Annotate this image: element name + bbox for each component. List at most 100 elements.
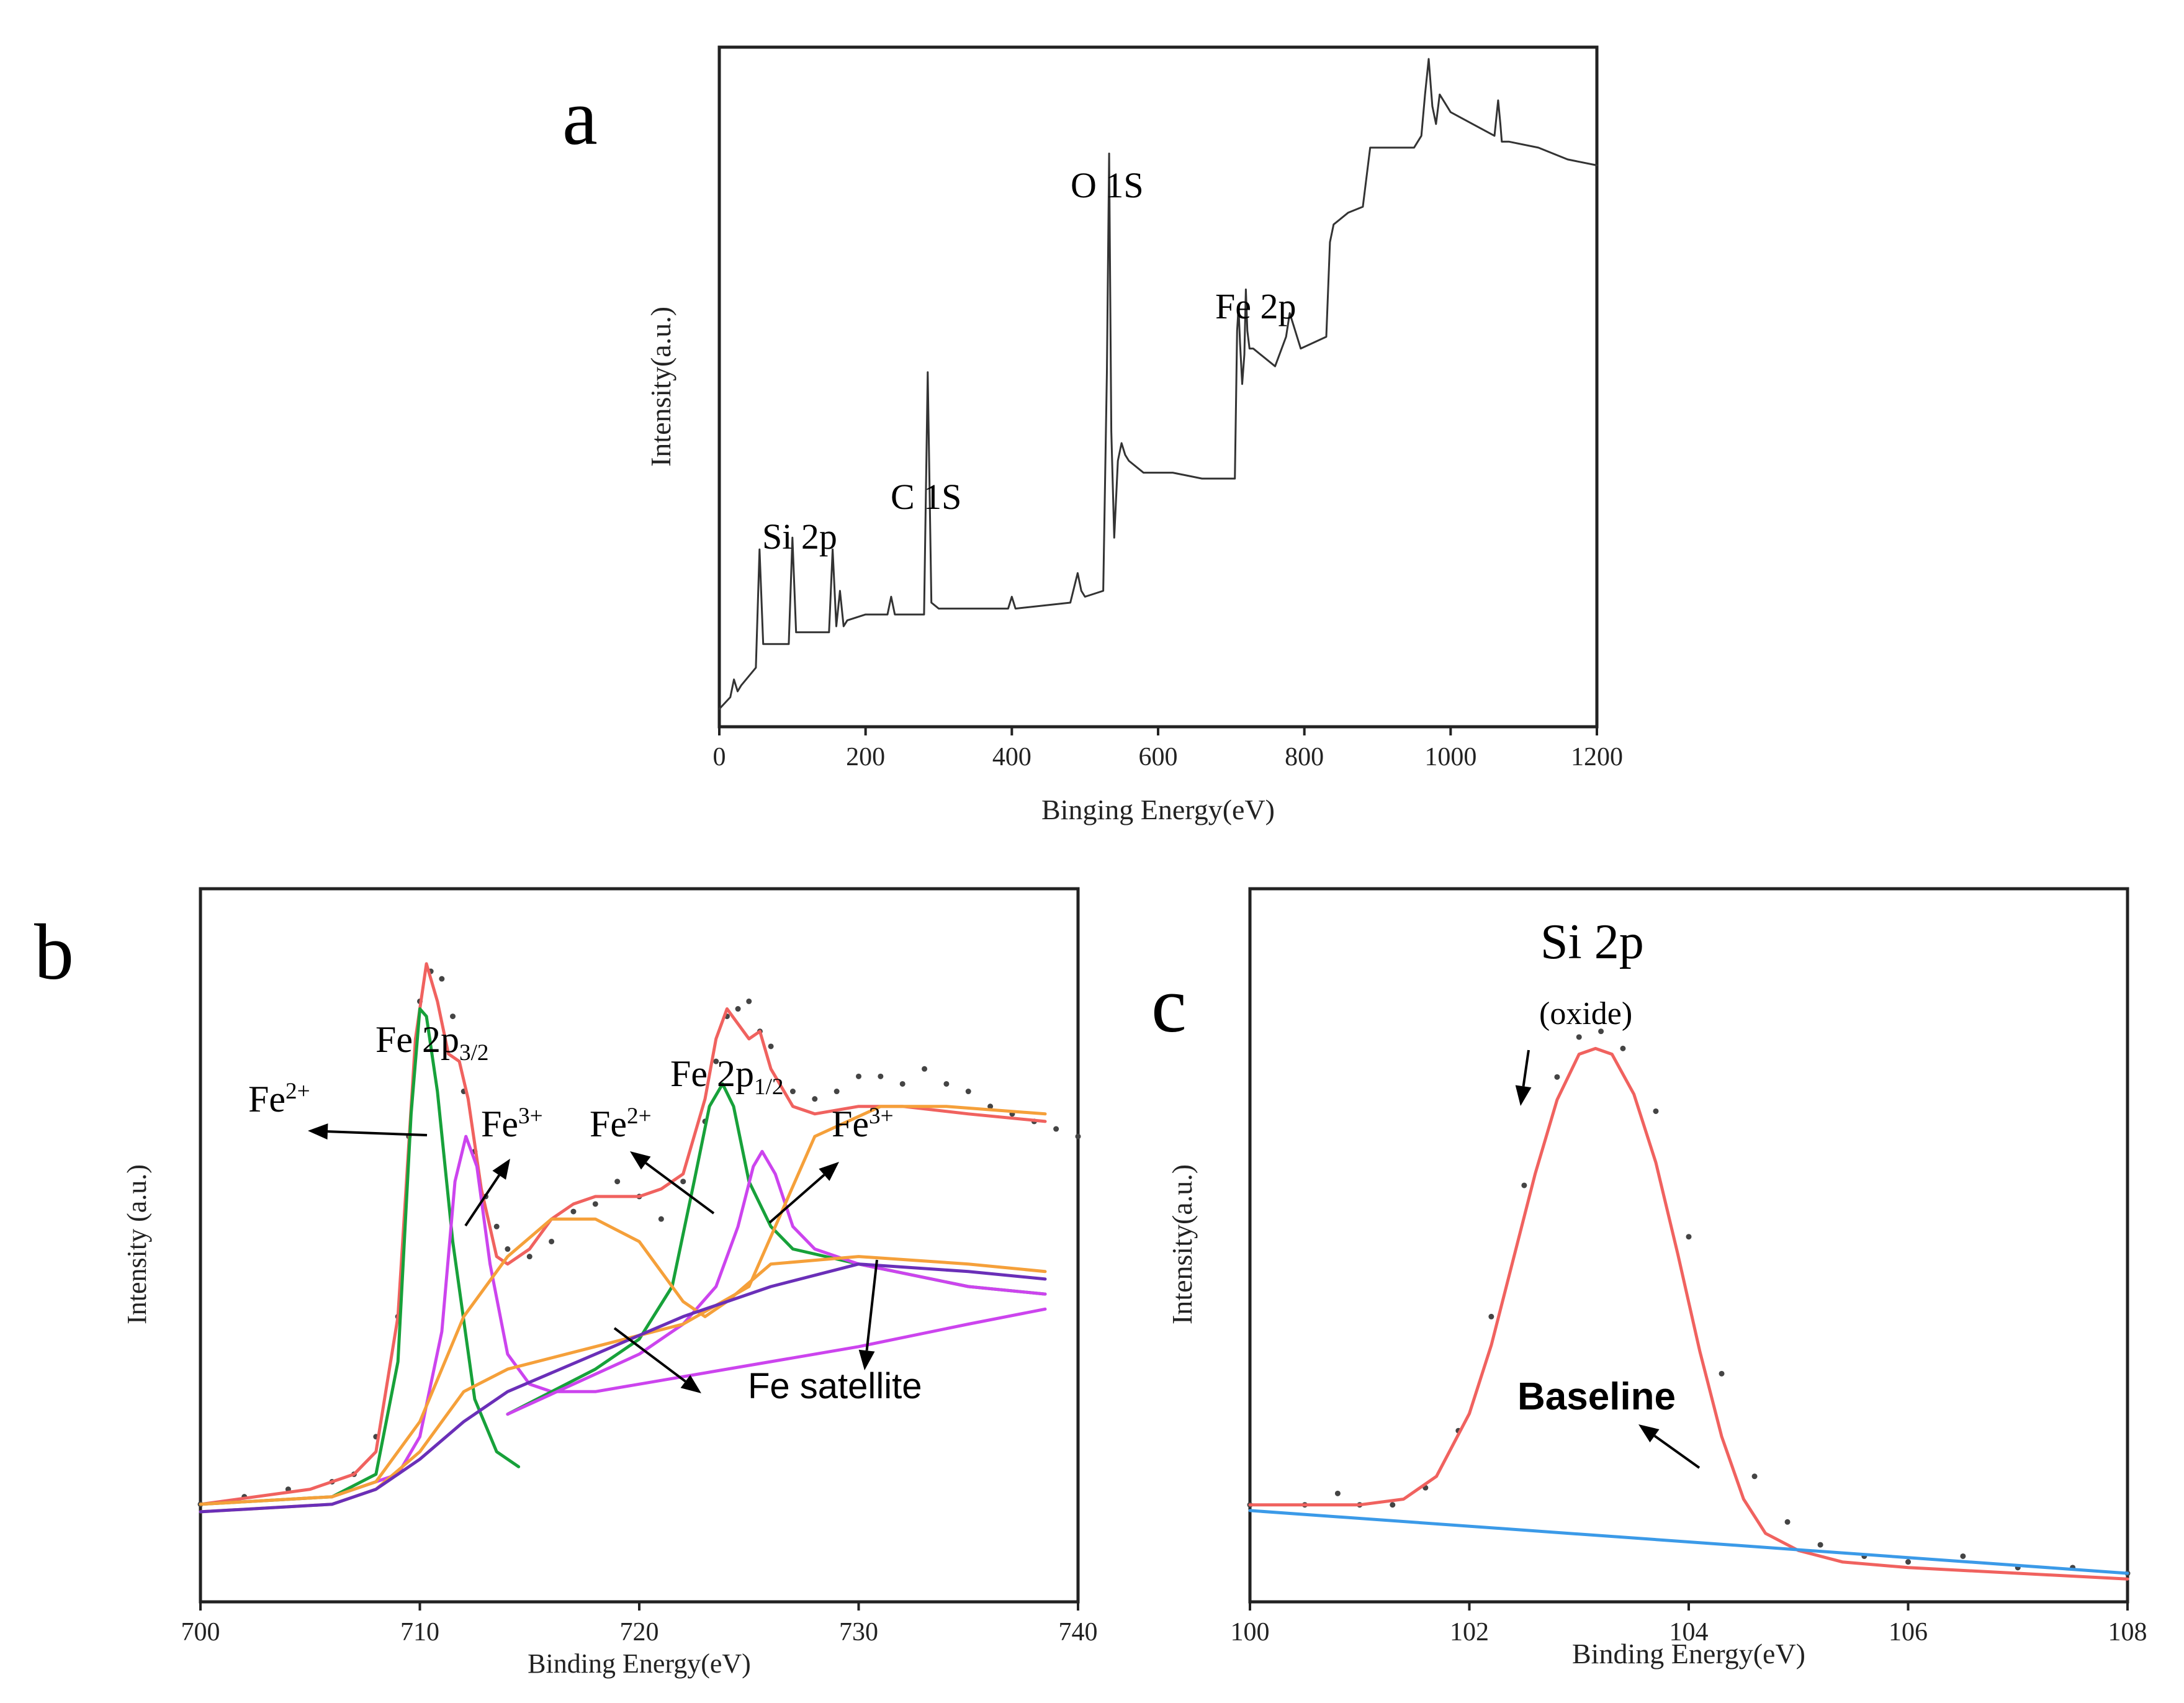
panel-label-a: a	[562, 73, 598, 161]
x-tick-label: 730	[839, 1618, 878, 1647]
panel-a: 0 200 400 600 800 1000 1200 Binging Energy(eV) I…	[645, 45, 1623, 825]
data-point	[680, 1179, 686, 1185]
peak-label-fe3-left-base: Fe	[481, 1103, 518, 1144]
x-tick-label: 600	[1139, 743, 1178, 771]
peak-label-fe3-right: Fe3+	[832, 1105, 894, 1143]
data-point	[526, 1254, 533, 1260]
data-point	[1053, 1126, 1059, 1132]
peak-label-fe3-right-base: Fe	[832, 1103, 869, 1144]
data-point	[987, 1103, 994, 1110]
data-point	[505, 1246, 511, 1252]
data-point	[450, 1013, 456, 1020]
data-point	[549, 1238, 555, 1244]
peak-label-fe2-left-base: Fe	[248, 1079, 285, 1120]
peak-label-fe-2p32-base: Fe 2p	[375, 1019, 459, 1060]
data-point	[570, 1208, 577, 1215]
peak-label-fe3-left: Fe3+	[481, 1105, 543, 1143]
x-tick-label: 200	[846, 743, 885, 771]
data-point	[856, 1073, 861, 1079]
arrow-fe2-right	[630, 1151, 715, 1215]
data-point	[834, 1089, 840, 1095]
data-point	[592, 1201, 598, 1207]
data-point	[943, 1081, 950, 1087]
series-group	[197, 962, 1081, 1514]
data-point	[1488, 1313, 1494, 1319]
arrow-fe3-left	[464, 1159, 510, 1227]
x-tick-label: 710	[400, 1618, 439, 1647]
arrow-fe-satellite-b	[858, 1259, 878, 1370]
peak-label-fe2-left-sup: 2+	[285, 1079, 310, 1104]
peak-label-si-2p: Si 2p	[762, 516, 837, 557]
y-axis-label: Intensity (a.u.)	[122, 1164, 152, 1324]
peak-label-fe2-left: Fe2+	[248, 1080, 310, 1118]
x-tick-label: 740	[1059, 1618, 1098, 1647]
panel-c: 100 102 104 106 108 Binding Energy(eV) Intensi…	[1166, 887, 2147, 1669]
peak-label-fe2-right-sup: 2+	[627, 1103, 652, 1129]
data-point	[1576, 1034, 1582, 1040]
peak-label-fe3-left-sup: 3+	[518, 1103, 543, 1129]
data-point	[1075, 1133, 1081, 1139]
x-tick-label: 400	[992, 743, 1031, 771]
peak-label-fe-2p: Fe 2p	[1215, 286, 1296, 326]
peak-label-fe2-right-base: Fe	[590, 1103, 627, 1144]
peak-label-oxide: (oxide)	[1539, 996, 1633, 1031]
data-point	[746, 998, 752, 1004]
peak-label-fe-2p32-sub: 3/2	[459, 1040, 489, 1066]
x-tick-label: 1200	[1571, 743, 1623, 771]
panel-b: 700 710 720 730 740 Binding Energy(eV) Intensi…	[122, 887, 1098, 1679]
x-tick-label: 102	[1450, 1618, 1489, 1647]
x-tick-label: 800	[1285, 743, 1324, 771]
peak-label-fe-2p12-base: Fe 2p	[670, 1053, 754, 1094]
data-point	[614, 1179, 621, 1185]
x-tick-label: 720	[620, 1618, 659, 1647]
x-tick-label: 1000	[1424, 743, 1476, 771]
series-background	[199, 1262, 1047, 1514]
peak-label-fe-2p12-sub: 1/2	[754, 1074, 784, 1100]
data-point	[493, 1223, 500, 1229]
peak-label-fe2-right: Fe2+	[590, 1105, 652, 1143]
data-point	[439, 976, 445, 982]
data-point	[789, 1089, 796, 1095]
x-tick-label: 106	[1889, 1618, 1928, 1647]
series-satellite-1	[199, 1217, 1047, 1506]
peak-label-fe3-right-sup: 3+	[869, 1103, 894, 1129]
panel-title-si-2p: Si 2p	[1540, 915, 1644, 969]
data-point	[1686, 1234, 1692, 1240]
x-tick-label: 700	[181, 1618, 220, 1647]
x-tick-label: 108	[2108, 1618, 2147, 1647]
series-survey-spectrum	[718, 58, 1598, 710]
series-envelope-fit	[199, 962, 1047, 1506]
series-group	[1247, 1028, 2131, 1581]
data-point	[1390, 1502, 1396, 1508]
y-axis-label: Intensity(a.u.)	[645, 307, 676, 467]
arrow-baseline	[1638, 1424, 1701, 1469]
data-point	[1334, 1490, 1341, 1496]
arrow-fe3-right	[768, 1162, 839, 1224]
annotation-arrows	[308, 1049, 1701, 1469]
x-tick-label: 100	[1231, 1618, 1270, 1647]
series-fe2-2p3-2	[199, 1007, 521, 1506]
peak-label-c-1s: C 1S	[891, 477, 962, 517]
series-fe3-2p3-2	[330, 1135, 1047, 1499]
data-point	[965, 1089, 971, 1095]
data-point	[1620, 1045, 1626, 1051]
data-point	[1960, 1553, 1966, 1559]
x-axis-label: Binging Energy(eV)	[1041, 794, 1275, 825]
arrow-fe2-left	[308, 1123, 428, 1140]
annotation-fe-satellite: Fe satellite	[748, 1366, 922, 1406]
data-point	[1905, 1559, 1911, 1565]
data-point	[768, 1043, 774, 1049]
x-axis-label: Binding Energy(eV)	[528, 1648, 751, 1679]
data-point	[735, 1006, 741, 1012]
data-point	[899, 1081, 906, 1087]
data-point	[1554, 1074, 1560, 1080]
data-point	[1751, 1473, 1758, 1480]
series-baseline	[1248, 1509, 2129, 1575]
series-group	[718, 58, 1598, 710]
data-point	[1719, 1370, 1725, 1377]
peak-label-o-1s: O 1S	[1071, 165, 1144, 205]
peak-label-fe-2p12: Fe 2p1/2	[670, 1055, 784, 1099]
data-point	[1521, 1182, 1527, 1189]
x-axis-label: Binding Energy(eV)	[1572, 1638, 1805, 1669]
